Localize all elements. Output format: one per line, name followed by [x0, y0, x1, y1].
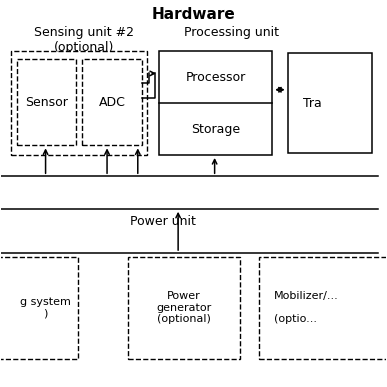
Text: Sensing unit #2
(optional): Sensing unit #2 (optional) [34, 26, 134, 54]
FancyBboxPatch shape [17, 59, 76, 146]
Text: Power
generator
(optional): Power generator (optional) [156, 291, 212, 324]
FancyBboxPatch shape [82, 59, 142, 146]
FancyBboxPatch shape [0, 257, 78, 359]
Text: g system
): g system ) [20, 297, 71, 319]
Text: Processor: Processor [185, 71, 246, 84]
Text: Power unit: Power unit [130, 215, 196, 228]
Text: Sensor: Sensor [25, 96, 68, 109]
FancyBboxPatch shape [128, 257, 240, 359]
Text: Processing unit: Processing unit [185, 26, 279, 39]
Text: Storage: Storage [191, 123, 240, 135]
FancyBboxPatch shape [288, 53, 372, 153]
FancyBboxPatch shape [259, 257, 387, 359]
Text: Hardware: Hardware [152, 7, 235, 22]
FancyBboxPatch shape [11, 51, 147, 155]
Text: Mobilizer/...

(optio...: Mobilizer/... (optio... [274, 291, 339, 324]
Text: Tra: Tra [303, 97, 322, 110]
Text: ADC: ADC [98, 96, 125, 109]
FancyBboxPatch shape [159, 51, 272, 155]
